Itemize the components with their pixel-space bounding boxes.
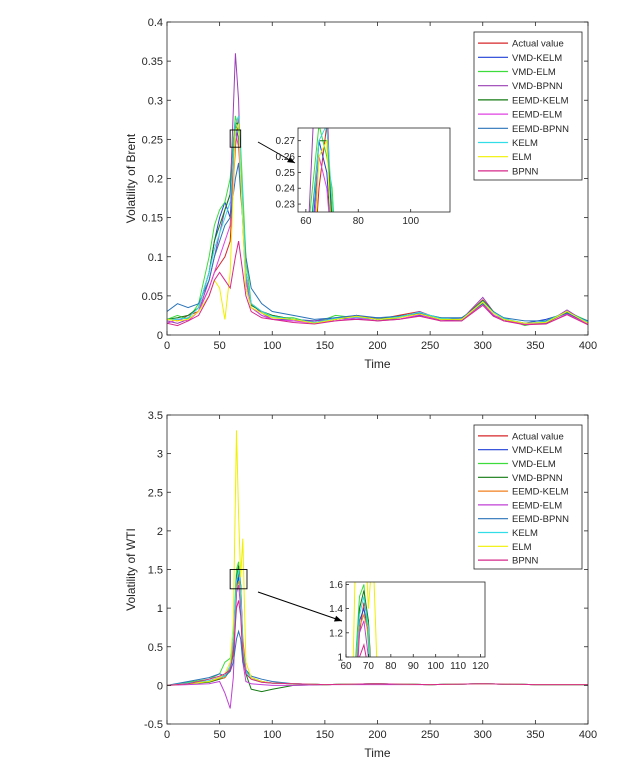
inset-x-tick-label: 80 [385, 661, 397, 672]
legend-entry: Actual value [512, 431, 564, 442]
legend-entry: ELM [512, 542, 532, 553]
legend-entry: VMD-ELM [512, 459, 556, 470]
x-tick-label: 200 [368, 729, 386, 741]
y-tick-label: 0.15 [142, 213, 163, 225]
inset-y-tick-label: 0.25 [276, 168, 296, 179]
legend-entry: Actual value [512, 39, 564, 50]
x-axis-label: Time [364, 357, 391, 371]
x-tick-label: 400 [579, 729, 597, 741]
zoom-arrowhead [334, 616, 342, 622]
x-tick-label: 350 [526, 340, 544, 352]
y-tick-label: 0.3 [148, 95, 163, 107]
y-tick-label: 1 [157, 603, 163, 615]
inset-x-tick-label: 70 [363, 661, 375, 672]
y-tick-label: 1.5 [148, 565, 163, 577]
x-tick-label: 100 [263, 340, 281, 352]
x-tick-label: 100 [263, 729, 281, 741]
x-tick-label: 50 [214, 340, 226, 352]
inset-y-tick-label: 0.26 [276, 152, 296, 163]
x-axis-label: Time [364, 746, 391, 760]
legend-entry: EEMD-KELM [512, 487, 569, 498]
x-tick-label: 300 [474, 729, 492, 741]
inset-y-tick-label: 0.23 [276, 200, 296, 211]
legend-entry: EEMD-BPNN [512, 514, 569, 525]
inset-y-tick-label: 1.4 [329, 604, 343, 615]
y-tick-label: 0 [157, 330, 163, 342]
y-tick-label: 0 [157, 680, 163, 692]
legend-entry: ELM [512, 152, 532, 163]
legend-entry: KELM [512, 138, 538, 149]
inset-y-tick-label: 0.24 [276, 184, 296, 195]
y-axis-label: Volatility of Brent [124, 133, 138, 223]
legend-entry: VMD-KELM [512, 53, 562, 64]
legend: Actual value VMD-KELM VMD-ELM VMD-BPNN EEMD-… [474, 32, 582, 180]
inset-x-tick-label: 90 [408, 661, 420, 672]
legend-entry: EEMD-KELM [512, 95, 569, 106]
legend-entry: EEMD-BPNN [512, 124, 569, 135]
legend-entry: EEMD-ELM [512, 500, 562, 511]
x-tick-label: 300 [474, 340, 492, 352]
y-axis-label: Volatility of WTI [124, 528, 138, 611]
y-tick-label: 2 [157, 526, 163, 538]
x-tick-label: 150 [316, 340, 334, 352]
inset-x-tick-label: 100 [402, 216, 419, 227]
x-tick-label: 400 [579, 340, 597, 352]
inset-x-tick-label: 60 [300, 216, 312, 227]
inset-y-tick-label: 1 [337, 653, 343, 664]
y-tick-label: 2.5 [148, 487, 163, 499]
x-tick-label: 200 [368, 340, 386, 352]
y-tick-label: 0.2 [148, 174, 163, 186]
legend-entry: VMD-KELM [512, 445, 562, 456]
y-tick-label: -0.5 [144, 719, 163, 731]
y-tick-label: 0.25 [142, 134, 163, 146]
x-tick-label: 0 [164, 340, 170, 352]
inset-y-tick-label: 1.2 [329, 628, 343, 639]
y-tick-label: 0.4 [148, 17, 163, 29]
legend-entry: KELM [512, 528, 538, 539]
legend-entry: EEMD-ELM [512, 110, 562, 121]
legend-entry: VMD-BPNN [512, 81, 563, 92]
legend-entry: BPNN [512, 556, 539, 567]
x-tick-label: 150 [316, 729, 334, 741]
inset-y-tick-label: 1.6 [329, 580, 343, 591]
legend: Actual value VMD-KELM VMD-ELM VMD-BPNN EEMD-… [474, 425, 582, 569]
x-tick-label: 350 [526, 729, 544, 741]
legend-entry: BPNN [512, 166, 539, 177]
legend-entry: VMD-ELM [512, 67, 556, 78]
inset-x-tick-label: 100 [427, 661, 444, 672]
y-tick-label: 0.5 [148, 642, 163, 654]
y-tick-label: 0.1 [148, 252, 163, 264]
inset-x-tick-label: 120 [472, 661, 489, 672]
x-tick-label: 0 [164, 729, 170, 741]
y-tick-label: 3.5 [148, 410, 163, 422]
y-tick-label: 0.35 [142, 56, 163, 68]
x-tick-label: 250 [421, 340, 439, 352]
x-tick-label: 250 [421, 729, 439, 741]
inset-x-tick-label: 110 [450, 661, 466, 672]
legend-entry: VMD-BPNN [512, 473, 563, 484]
inset-y-tick-label: 0.27 [276, 136, 296, 147]
inset-x-tick-label: 80 [353, 216, 365, 227]
y-tick-label: 0.05 [142, 291, 163, 303]
series-line-9 [167, 241, 588, 326]
y-tick-label: 3 [157, 449, 163, 461]
x-tick-label: 50 [214, 729, 226, 741]
